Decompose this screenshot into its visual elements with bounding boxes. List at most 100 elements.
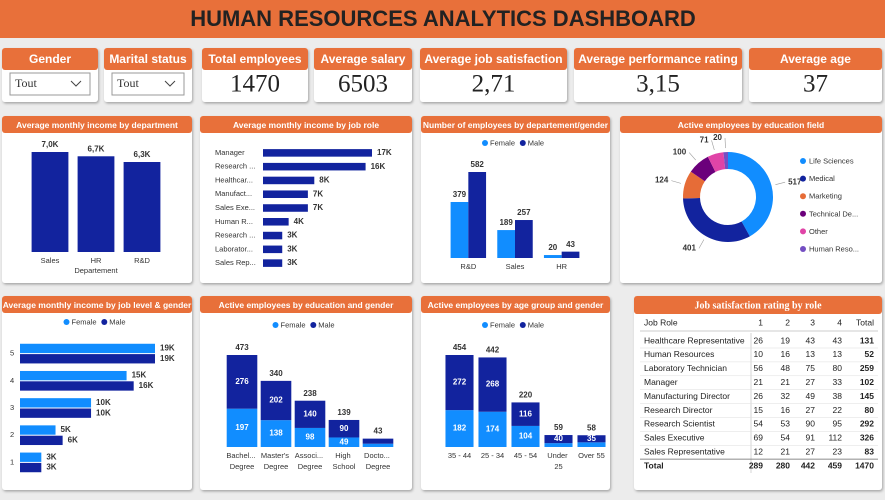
value-label: 3K [287,244,297,253]
bar-segment [362,443,394,447]
cell-value: 26 [754,335,764,345]
donut-slice [690,156,716,182]
bar [20,343,155,354]
cell-value: 48 [781,363,791,373]
card-header [574,48,742,70]
value-label: 20 [548,243,557,252]
leader-line [775,181,786,186]
cell-value: 280 [776,460,790,470]
row-label: Manufacturing Director [644,391,730,401]
dropdown[interactable] [111,72,185,96]
cell-value: 80 [865,405,875,415]
cell-value: 21 [781,446,791,456]
dashboard-title: HUMAN RESOURCES ANALYTICS DASHBOARD [190,6,696,31]
legend-swatch [482,140,488,146]
bar-segment [445,410,474,447]
bar [20,435,63,446]
y-tick-label: 2 [10,430,14,439]
x-tick-label: Sales [506,262,525,271]
card-header [2,296,192,313]
bar [263,218,289,226]
bar [263,162,366,171]
x-tick-label: Over 55 [578,451,605,460]
segment-label: 116 [519,409,532,418]
segment-label: 197 [235,423,249,432]
cell-value: 54 [781,433,791,443]
segment-label: 268 [486,380,500,389]
legend-label: Male [318,320,334,329]
total-label: 238 [303,389,317,398]
legend-label: Female [490,138,515,147]
cell-value: 75 [806,363,816,373]
card-title: Number of employees by departement/gende… [423,120,609,130]
value-label: 8K [319,176,329,185]
bar-segment [328,437,360,447]
card-title: Average monthly income by job level & ge… [3,300,192,310]
cell-value: 13 [833,349,843,359]
bar-segment [577,435,606,443]
card-title: Average job satisfaction [424,52,562,66]
value-label: 19K [160,354,175,363]
value-label: 7K [313,189,323,198]
row-label: Laboratory Technician [644,363,727,373]
value-label: 7K [313,203,323,212]
bar-segment [478,357,507,412]
legend-label: Medical [809,174,835,183]
x-tick-label: 35 - 44 [448,451,471,460]
legend-label: Male [528,320,544,329]
row-label: Sales Executive [644,433,705,443]
bar-segment [511,402,540,426]
cell-value: 442 [801,460,815,470]
cell-value: 95 [833,419,843,429]
segment-label: 49 [340,437,349,446]
value-label: 10K [96,408,111,417]
donut-slice [683,197,750,242]
card-title: Active employees by education field [678,120,824,130]
kpi-value: 1470 [230,71,280,98]
kpi-value: 2,71 [472,71,516,98]
column-header: 4 [837,317,842,327]
card-title: Marital status [109,52,187,66]
total-label: 220 [519,391,533,400]
bar [561,251,580,258]
dropdown[interactable] [9,72,91,96]
legend-label: Other [809,227,828,236]
card-title: Average performance rating [578,52,738,66]
segment-label: 35 [587,434,596,443]
bar-segment [294,427,326,447]
column-header: Total [856,317,874,327]
bar-segment [577,442,606,447]
bar [31,152,69,252]
legend-swatch [800,246,806,252]
value-label: 16K [371,162,386,171]
header-bar [0,0,885,38]
total-label: 340 [269,369,283,378]
value-label: 20 [713,133,722,142]
value-label: 71 [700,135,709,144]
bar [543,255,562,258]
x-tick-label: HR [91,256,102,265]
total-label: 139 [337,408,351,417]
card-header [749,48,882,70]
value-label: 124 [655,176,669,185]
legend-label: Female [490,320,515,329]
row-label: Healthcare Representative [644,335,745,345]
x-tick-label: Associ... Degree [295,451,325,471]
value-label: 257 [517,208,531,217]
legend-label: Life Sciences [809,156,854,165]
card [620,116,882,283]
y-tick-label: Manufact... [215,189,252,198]
y-tick-label: Sales Exe... [215,203,255,212]
x-tick-label: Docto... Degree [364,451,392,471]
bar [20,381,134,391]
total-label: 442 [486,346,500,355]
legend-swatch [272,322,279,328]
row-label: Total [644,460,664,470]
bar [263,176,315,185]
cell-value: 80 [833,363,843,373]
bar [450,201,469,258]
legend-label: Female [281,320,306,329]
cell-value: 145 [860,391,874,401]
